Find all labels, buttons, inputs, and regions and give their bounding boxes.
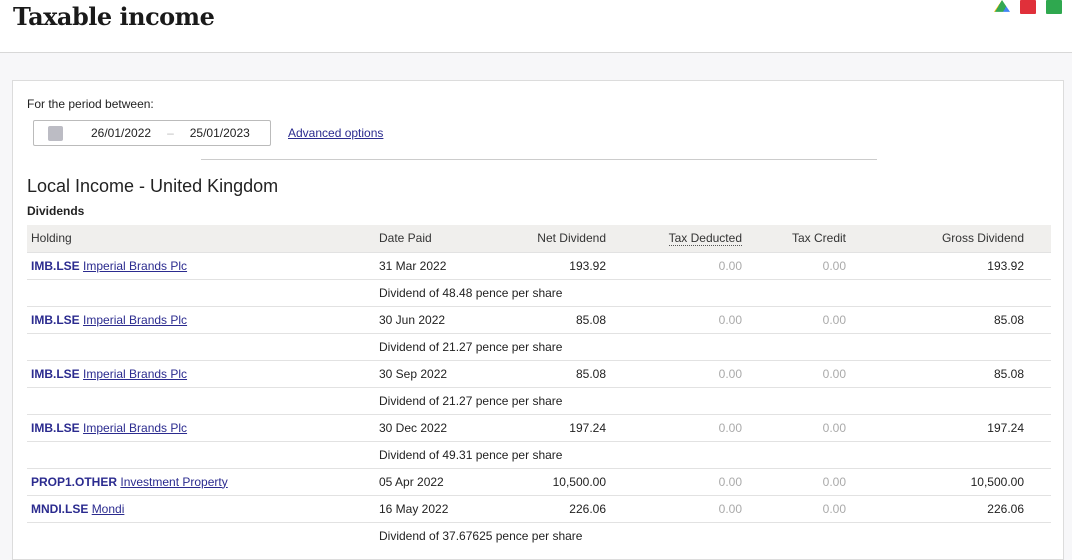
tax-credit: 0.00 [769, 494, 873, 522]
dividend-note-row: Dividend of 21.27 pence per share [27, 386, 1051, 414]
holding-link[interactable]: Imperial Brands Plc [83, 258, 188, 273]
date-separator: – [167, 126, 174, 140]
date-range-picker[interactable]: 26/01/2022 – 25/01/2023 [33, 120, 271, 146]
dividends-table: Holding Date Paid Net Dividend Tax Deduc… [27, 225, 1051, 549]
ticker: IMB.LSE [31, 312, 80, 327]
page-title: Taxable income [13, 2, 215, 31]
holding-link[interactable]: Investment Property [120, 474, 228, 489]
dividend-note: Dividend of 21.27 pence per share [375, 332, 1051, 360]
tax-credit: 0.00 [769, 467, 873, 495]
net-dividend: 193.92 [495, 251, 633, 279]
date-paid: 30 Jun 2022 [375, 305, 495, 333]
tax-deducted: 0.00 [633, 359, 769, 387]
col-date-paid: Date Paid [375, 225, 495, 252]
dividend-note: Dividend of 21.27 pence per share [375, 386, 1051, 414]
table-row: IMB.LSE Imperial Brands Plc 30 Jun 2022 … [27, 305, 1051, 333]
page-header: Taxable income [0, 0, 1072, 53]
gross-dividend: 85.08 [873, 305, 1051, 333]
holding-link[interactable]: Imperial Brands Plc [83, 366, 188, 381]
advanced-options-link[interactable]: Advanced options [288, 126, 384, 140]
col-tax-credit: Tax Credit [769, 225, 873, 252]
income-card: For the period between: 26/01/2022 – 25/… [12, 80, 1064, 560]
net-dividend: 197.24 [495, 413, 633, 441]
divider [201, 159, 877, 160]
tax-deducted: 0.00 [633, 413, 769, 441]
tax-credit: 0.00 [769, 305, 873, 333]
google-drive-icon[interactable] [994, 0, 1010, 12]
col-tax-deducted[interactable]: Tax Deducted [668, 231, 742, 247]
ticker: IMB.LSE [31, 258, 80, 273]
calendar-icon [48, 125, 63, 141]
tax-deducted: 0.00 [633, 467, 769, 495]
dividend-note: Dividend of 49.31 pence per share [375, 440, 1051, 468]
spreadsheet-icon[interactable] [1046, 0, 1062, 14]
pdf-icon[interactable] [1020, 0, 1036, 14]
period-label: For the period between: [27, 97, 154, 111]
ticker: IMB.LSE [31, 420, 80, 435]
date-paid: 16 May 2022 [375, 494, 495, 522]
table-row: IMB.LSE Imperial Brands Plc 30 Sep 2022 … [27, 359, 1051, 387]
tax-credit: 0.00 [769, 251, 873, 279]
dividend-note: Dividend of 37.67625 pence per share [375, 521, 1051, 549]
dividend-note: Dividend of 48.48 pence per share [375, 278, 1051, 306]
holding-link[interactable]: Mondi [91, 501, 125, 516]
date-paid: 05 Apr 2022 [375, 467, 495, 495]
table-row: MNDI.LSE Mondi 16 May 2022 226.06 0.00 0… [27, 494, 1051, 522]
date-paid: 30 Sep 2022 [375, 359, 495, 387]
holding-link[interactable]: Imperial Brands Plc [83, 420, 188, 435]
gross-dividend: 226.06 [873, 494, 1051, 522]
gross-dividend: 85.08 [873, 359, 1051, 387]
net-dividend: 85.08 [495, 359, 633, 387]
date-from[interactable]: 26/01/2022 [91, 126, 152, 140]
table-row: IMB.LSE Imperial Brands Plc 30 Dec 2022 … [27, 413, 1051, 441]
table-row: IMB.LSE Imperial Brands Plc 31 Mar 2022 … [27, 251, 1051, 279]
dividend-note-row: Dividend of 48.48 pence per share [27, 278, 1051, 306]
gross-dividend: 193.92 [873, 251, 1051, 279]
tax-deducted: 0.00 [633, 494, 769, 522]
tax-credit: 0.00 [769, 359, 873, 387]
net-dividend: 226.06 [495, 494, 633, 522]
ticker: MNDI.LSE [31, 501, 89, 516]
table-row: PROP1.OTHER Investment Property 05 Apr 2… [27, 467, 1051, 495]
date-paid: 31 Mar 2022 [375, 251, 495, 279]
col-holding: Holding [27, 225, 375, 252]
section-subtitle: Dividends [27, 204, 85, 218]
gross-dividend: 197.24 [873, 413, 1051, 441]
tax-credit: 0.00 [769, 413, 873, 441]
date-paid: 30 Dec 2022 [375, 413, 495, 441]
dividend-note-row: Dividend of 49.31 pence per share [27, 440, 1051, 468]
holding-link[interactable]: Imperial Brands Plc [83, 312, 188, 327]
section-title: Local Income - United Kingdom [27, 176, 279, 196]
ticker: PROP1.OTHER [31, 474, 118, 489]
col-gross-dividend: Gross Dividend [873, 225, 1051, 252]
tax-deducted: 0.00 [633, 251, 769, 279]
net-dividend: 85.08 [495, 305, 633, 333]
net-dividend: 10,500.00 [495, 467, 633, 495]
col-net-dividend: Net Dividend [495, 225, 633, 252]
gross-dividend: 10,500.00 [873, 467, 1051, 495]
ticker: IMB.LSE [31, 366, 80, 381]
date-to[interactable]: 25/01/2023 [189, 126, 250, 140]
dividend-note-row: Dividend of 37.67625 pence per share [27, 521, 1051, 549]
dividend-note-row: Dividend of 21.27 pence per share [27, 332, 1051, 360]
tax-deducted: 0.00 [633, 305, 769, 333]
